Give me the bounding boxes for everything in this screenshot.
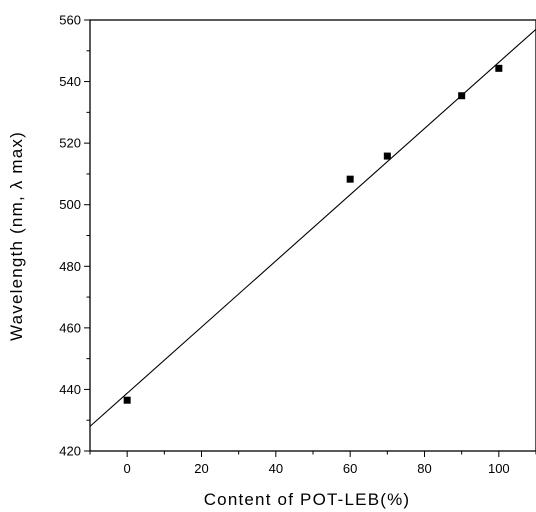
y-tick-label: 460 [59, 320, 81, 335]
y-axis-title: Wavelength (nm, λ max) [7, 131, 26, 341]
data-point [383, 152, 391, 160]
data-point [346, 175, 354, 183]
x-tick-label: 100 [488, 461, 510, 476]
data-point [495, 64, 503, 72]
axis-ticks [84, 19, 536, 457]
y-tick-label: 540 [59, 74, 81, 89]
data-points [123, 64, 503, 404]
x-tick-label: 20 [194, 461, 208, 476]
plot-frame [89, 19, 536, 452]
x-tick-label: 40 [269, 461, 283, 476]
x-tick-label: 60 [343, 461, 357, 476]
y-tick-label: 480 [59, 259, 81, 274]
y-tick-label: 440 [59, 382, 81, 397]
tick-labels: 420 440 460 480 500 520 540 560 0 20 40 60 80 100 [59, 13, 509, 477]
y-tick-label: 500 [59, 197, 81, 212]
x-tick-label: 0 [124, 461, 131, 476]
data-point [123, 396, 131, 404]
y-tick-label: 420 [59, 444, 81, 459]
y-tick-label: 560 [59, 13, 81, 28]
data-point [458, 92, 466, 100]
y-tick-label: 520 [59, 136, 81, 151]
x-axis-title: Content of POT-LEB(%) [204, 490, 411, 509]
fit-line [89, 28, 536, 427]
x-tick-label: 80 [417, 461, 431, 476]
